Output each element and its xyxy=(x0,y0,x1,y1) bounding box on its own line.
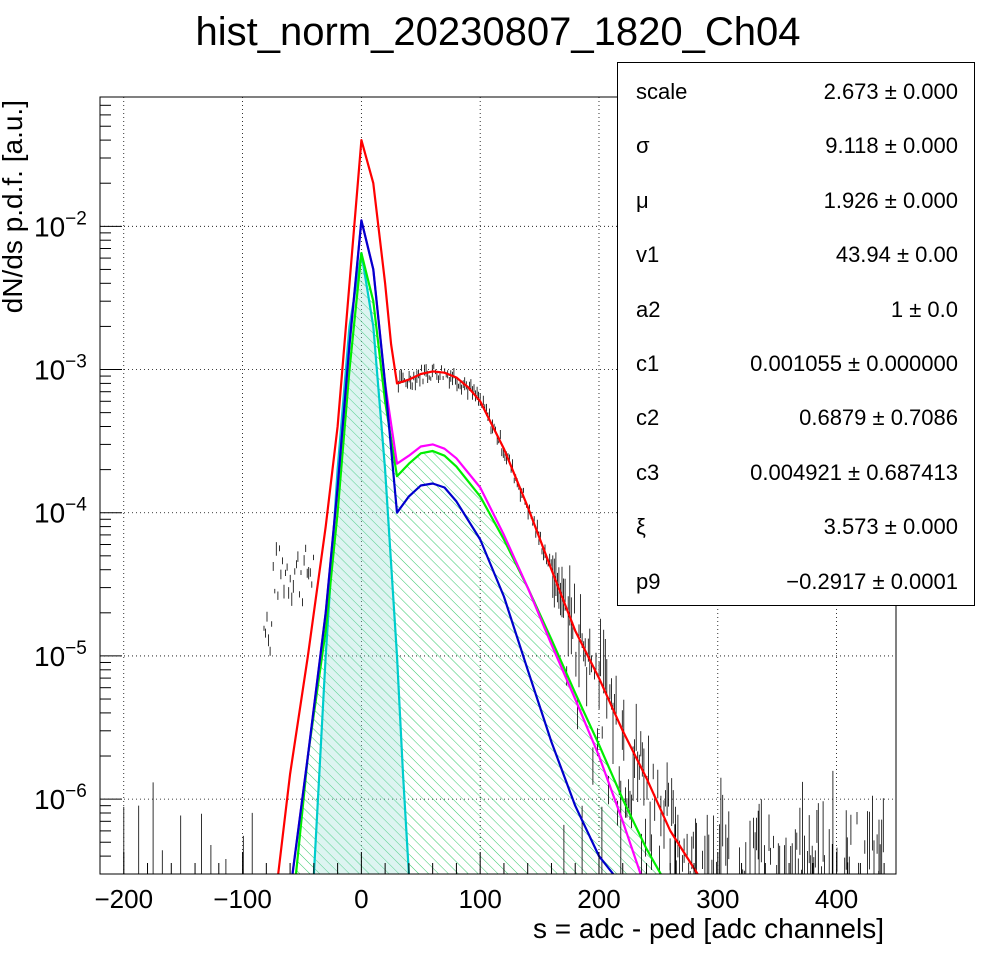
stat-name: σ xyxy=(636,133,650,159)
stat-value: 1.926 ± 0.000 xyxy=(823,187,958,213)
x-tick-label: 100 xyxy=(458,884,501,914)
stat-row: a2 1 ± 0.0 xyxy=(618,281,974,335)
stat-name: a2 xyxy=(636,296,661,322)
stat-value: 9.118 ± 0.000 xyxy=(825,133,958,159)
stat-name: c3 xyxy=(636,459,660,485)
y-tick-label: 10−5 xyxy=(34,638,87,672)
stat-row: p9 −0.2917 ± 0.0001 xyxy=(618,553,974,607)
stat-row: c1 0.001055 ± 0.000000 xyxy=(618,335,974,389)
fit-stats-box: scale 2.673 ± 0.000 σ 9.118 ± 0.000 μ 1.926 ±… xyxy=(617,62,975,606)
stat-name: ξ xyxy=(636,514,646,540)
stat-value: 0.004921 ± 0.687413 xyxy=(750,459,958,485)
fit-curve-0 xyxy=(277,139,699,874)
cyan-fill-area xyxy=(313,253,409,874)
stat-name: c1 xyxy=(636,351,660,376)
x-tick-label: −200 xyxy=(94,884,153,914)
green-hatch-area xyxy=(296,253,661,874)
stat-value: 0.001055 ± 0.000000 xyxy=(750,351,958,376)
data-error-bars xyxy=(123,363,884,874)
stat-row: ξ 3.573 ± 0.000 xyxy=(618,498,974,552)
stat-name: v1 xyxy=(636,242,660,268)
stat-value: 43.94 ± 0.00 xyxy=(835,242,958,268)
fill-areas xyxy=(296,253,661,874)
stat-value: 1 ± 0.0 xyxy=(890,296,958,322)
stat-value: −0.2917 ± 0.0001 xyxy=(786,568,958,594)
fit-curve-3 xyxy=(294,252,662,874)
stat-row: σ 9.118 ± 0.000 xyxy=(618,117,974,171)
y-tick-label: 10−4 xyxy=(34,495,87,529)
chart-title: hist_norm_20230807_1820_Ch04 xyxy=(195,10,801,54)
fit-curves xyxy=(277,139,699,874)
x-tick-label: 200 xyxy=(577,884,620,914)
x-tick-label: 300 xyxy=(696,884,739,914)
axis-ticks xyxy=(99,96,885,875)
y-tick-label: 10−3 xyxy=(34,352,87,386)
y-tick-label: 10−6 xyxy=(34,781,87,815)
stat-row: scale 2.673 ± 0.000 xyxy=(618,63,974,117)
stat-name: μ xyxy=(636,187,649,213)
y-tick-label: 10−2 xyxy=(34,208,87,242)
x-tick-label: 0 xyxy=(354,884,368,914)
x-axis-title: s = adc - ped [adc channels] xyxy=(533,913,884,944)
stat-row: c2 0.6879 ± 0.7086 xyxy=(618,389,974,443)
fit-curve-2 xyxy=(291,219,615,874)
stat-value: 0.6879 ± 0.7086 xyxy=(799,405,958,431)
axis-labels: −200 −100 0 100 200 300 400 10−6 10−5 10−4 10−3 10−… xyxy=(0,100,884,944)
stat-row: μ 1.926 ± 0.000 xyxy=(618,172,974,226)
x-tick-label: −100 xyxy=(213,884,272,914)
stat-row: c3 0.004921 ± 0.687413 xyxy=(618,444,974,498)
stat-value: 2.673 ± 0.000 xyxy=(823,79,958,104)
stat-name: scale xyxy=(636,79,688,104)
y-axis-title: dN/ds p.d.f. [a.u.] xyxy=(0,100,28,313)
stat-name: c2 xyxy=(636,405,660,431)
stat-name: p9 xyxy=(636,568,661,594)
stat-value: 3.573 ± 0.000 xyxy=(823,514,958,540)
x-tick-label: 400 xyxy=(815,884,858,914)
stat-row: v1 43.94 ± 0.00 xyxy=(618,226,974,280)
data-points xyxy=(123,363,884,874)
